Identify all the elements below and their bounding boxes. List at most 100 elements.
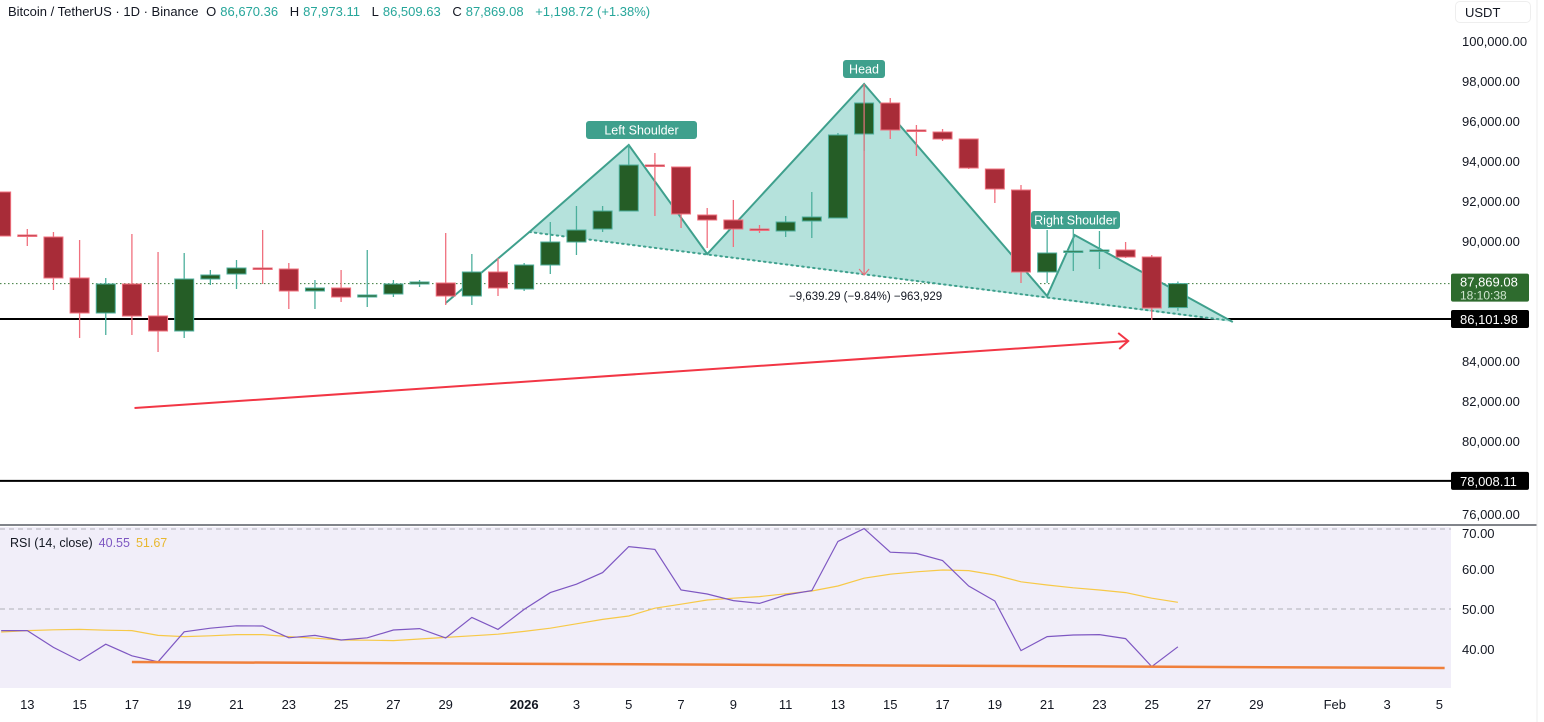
candle-up[interactable] [1167,283,1188,309]
candle-down[interactable] [1141,256,1162,309]
candle-up[interactable] [95,283,116,314]
time-axis-tick: 25 [1145,697,1159,712]
candle-up[interactable] [540,241,561,266]
candle-down[interactable] [644,164,665,167]
candle-up[interactable] [1089,249,1110,252]
time-axis-tick: 15 [883,697,897,712]
candle-down[interactable] [984,168,1005,190]
neckline[interactable] [528,231,1226,321]
level-price-label: 78,008.11 [1460,474,1517,489]
candle-down[interactable] [906,129,927,132]
time-axis-tick: 7 [677,697,684,712]
candle-down[interactable] [749,228,770,231]
rsi-trendline[interactable] [131,660,1445,670]
candle-down[interactable] [121,283,142,317]
candle-down[interactable] [278,268,299,292]
candle-up[interactable] [304,287,325,292]
time-axis-tick: 17 [935,697,949,712]
level-price-tag [1451,309,1529,328]
symbol-title[interactable]: Bitcoin / TetherUS · 1D · Binance [8,4,199,19]
candle-down[interactable] [671,166,692,215]
rsi-ma-value: 51.67 [135,536,168,550]
candle-up[interactable] [226,267,247,275]
pattern-label-head-bg [843,60,885,78]
time-axis-tick: 11 [779,697,793,712]
pattern-label-left: Left Shoulder [604,124,678,138]
time-axis-tick: 9 [730,697,737,712]
candle-up[interactable] [1037,252,1058,273]
candle-up[interactable] [566,229,587,243]
candle-down[interactable] [932,131,953,140]
measure-arrowhead-icon [858,268,870,276]
candle-down[interactable] [723,219,744,230]
candle-up[interactable] [357,294,378,298]
currency-button[interactable]: USDT [1455,1,1531,23]
candle-up[interactable] [514,264,535,290]
price-axis-tick: 100,000.00 [1462,34,1527,49]
rsi-legend[interactable]: RSI (14, close) 40.55 51.67 [10,536,167,550]
ohlc-open: O 86,670.36 [206,4,282,19]
time-axis-tick: 13 [20,697,34,712]
ohlc-high: H 87,973.11 [290,4,364,19]
time-axis-tick: 19 [988,697,1002,712]
candle-up[interactable] [592,210,613,230]
price-axis-tick: 82,000.00 [1462,394,1520,409]
head-and-shoulders-outline[interactable] [445,82,1234,323]
candle-up[interactable] [1063,250,1084,253]
candle-down[interactable] [1011,189,1031,273]
candle-down[interactable] [69,277,90,314]
candle-down[interactable] [1115,249,1136,258]
candle-up[interactable] [618,164,639,212]
candle-up[interactable] [200,274,221,280]
rsi-ma-line[interactable] [1,569,1178,642]
candle-down[interactable] [488,271,508,289]
candle-up[interactable] [383,283,404,295]
candle-down[interactable] [331,287,352,298]
ohlc-close: C 87,869.08 [452,4,527,19]
candle-down[interactable] [958,138,979,169]
high-value: 87,973.11 [303,4,360,19]
candle-down[interactable] [435,282,456,297]
change-value: +1,198.72 (+1.38%) [535,4,651,19]
open-value: 86,670.36 [220,4,279,19]
time-axis-tick: 3 [573,697,580,712]
rsi-axis-tick: 50.00 [1462,602,1495,617]
candle-down[interactable] [148,315,169,332]
candle-up[interactable] [827,134,848,219]
rsi-value: 40.55 [98,536,130,550]
candle-up[interactable] [775,221,796,232]
close-value: 87,869.08 [465,4,524,19]
rsi-line[interactable] [1,527,1179,668]
level-price-label: 86,101.98 [1460,312,1518,327]
candle-down[interactable] [0,191,12,237]
trend-arrow-line[interactable] [134,340,1129,409]
low-label: L [371,4,379,19]
price-axis-tick: 90,000.00 [1462,234,1520,249]
pattern-label-right: Right Shoulder [1034,214,1117,228]
time-axis-tick: 29 [1249,697,1263,712]
time-axis-tick: 27 [386,697,400,712]
rsi-pane-background [0,527,1451,688]
candle-up[interactable] [801,216,822,222]
candle-up[interactable] [409,281,430,285]
candle-down[interactable] [17,234,38,237]
price-axis-tick: 98,000.00 [1462,74,1520,89]
time-axis-tick: 5 [1436,697,1443,712]
price-axis-tick: 96,000.00 [1462,114,1520,129]
head-and-shoulders-fill [529,84,1233,322]
time-axis-tick: 27 [1197,697,1211,712]
candle-down[interactable] [697,214,718,221]
candle-down[interactable] [43,236,64,279]
candle-down[interactable] [252,267,273,270]
time-axis-tick: 23 [282,697,296,712]
price-axis-tick: 76,000.00 [1462,507,1520,522]
ohlc-low: L 86,509.63 [372,4,445,19]
time-axis-tick: 29 [438,697,452,712]
time-axis-tick: 3 [1383,697,1390,712]
candle-up[interactable] [461,271,482,297]
candle-up[interactable] [174,278,195,332]
pattern-label-left-bg [586,121,697,139]
rsi-axis-tick: 40.00 [1462,642,1495,657]
candle-down[interactable] [880,102,901,131]
